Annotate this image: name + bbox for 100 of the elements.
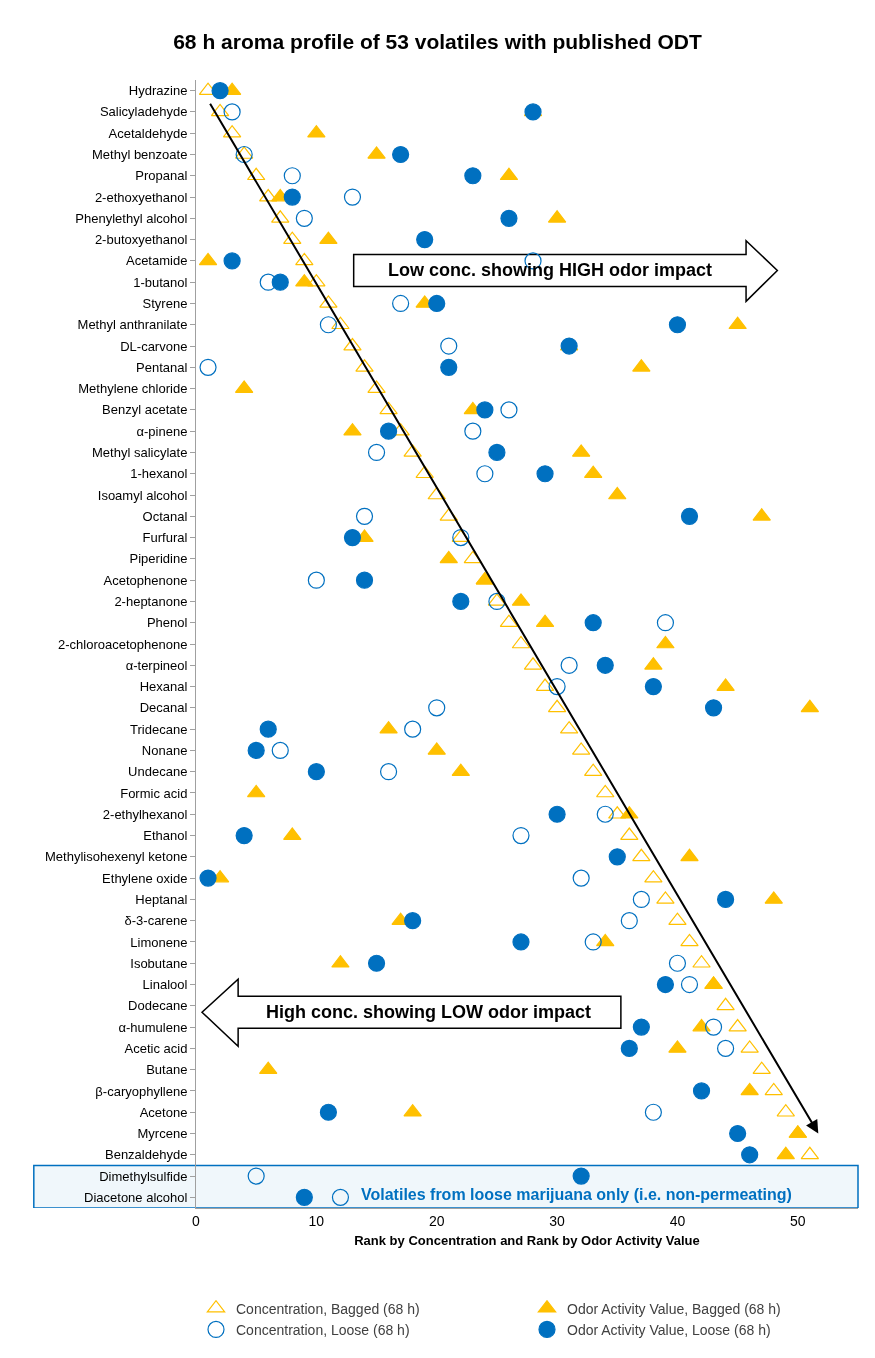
y-tick-label: Acetaldehyde bbox=[108, 125, 188, 141]
y-tick-label: Isoamyl alcohol bbox=[97, 487, 188, 503]
x-tick-label: 30 bbox=[549, 1212, 566, 1229]
point bbox=[644, 677, 662, 696]
point bbox=[596, 805, 614, 823]
point bbox=[656, 635, 675, 649]
point bbox=[464, 422, 482, 440]
y-tick-label: Ethanol bbox=[143, 828, 188, 844]
point bbox=[343, 337, 362, 351]
y-tick-label: Tridecane bbox=[130, 721, 188, 737]
y-tick-label: Octanal bbox=[142, 508, 188, 524]
point bbox=[620, 912, 638, 930]
y-tick-label: α-pinene bbox=[136, 423, 188, 439]
y-tick-label: 2-heptanone bbox=[114, 593, 188, 609]
point bbox=[343, 188, 362, 206]
point bbox=[283, 167, 301, 185]
y-tick-label: Furfural bbox=[142, 530, 188, 546]
point bbox=[452, 528, 470, 547]
point bbox=[392, 145, 410, 164]
point bbox=[499, 614, 519, 628]
point bbox=[271, 741, 289, 760]
y-tick-label: Undecane bbox=[128, 764, 188, 780]
point bbox=[488, 443, 506, 462]
point bbox=[416, 231, 434, 249]
y-tick-label: 2-ethylhexanol bbox=[102, 806, 188, 822]
y-tick-label: Benzaldehyde bbox=[104, 1147, 188, 1163]
y-tick-label: Pentanal bbox=[136, 359, 188, 375]
point bbox=[656, 614, 675, 632]
legend-label: Odor Activity Value, Bagged (68 h) bbox=[567, 1300, 781, 1317]
y-tick-label: Limonene bbox=[130, 934, 188, 950]
point bbox=[283, 188, 301, 206]
point bbox=[319, 316, 337, 334]
point bbox=[536, 465, 554, 483]
point bbox=[440, 337, 458, 355]
point bbox=[259, 273, 277, 291]
y-tick-label: α-terpineol bbox=[125, 657, 188, 673]
point bbox=[307, 763, 325, 781]
point bbox=[547, 699, 567, 713]
point bbox=[728, 1018, 747, 1032]
point bbox=[258, 1061, 278, 1075]
point bbox=[632, 848, 651, 862]
point bbox=[415, 465, 434, 479]
point bbox=[247, 1167, 265, 1185]
y-tick-label: Methyl salicylate bbox=[92, 445, 188, 460]
point bbox=[464, 167, 482, 185]
y-tick-label: 2-chloroacetophenone bbox=[58, 636, 188, 652]
y-tick-label: Nonane bbox=[141, 742, 188, 758]
y-tick-label: 1-butanol bbox=[133, 274, 188, 290]
y-tick-label: Methyl anthranilate bbox=[77, 317, 188, 333]
point bbox=[235, 826, 253, 845]
point bbox=[728, 316, 747, 330]
point bbox=[583, 465, 603, 479]
point bbox=[367, 443, 386, 462]
point bbox=[307, 571, 325, 589]
x-axis-title: Rank by Concentration and Rank by Odor Activity Value bbox=[354, 1233, 700, 1249]
point bbox=[512, 826, 530, 845]
x-tick-label: 40 bbox=[669, 1212, 686, 1229]
y-tick-label: Hydrazine bbox=[128, 83, 188, 99]
point bbox=[512, 933, 530, 951]
point bbox=[680, 975, 699, 994]
legend-label: Odor Activity Value, Loose (68 h) bbox=[567, 1321, 771, 1338]
y-tick-label: Decanal bbox=[139, 700, 188, 716]
point bbox=[572, 869, 590, 887]
point bbox=[246, 784, 266, 798]
chart-title: 68 h aroma profile of 53 volatiles with published ODT bbox=[173, 29, 702, 53]
y-tick-label: Methylisohexenyl ketone bbox=[45, 849, 188, 865]
point bbox=[692, 1082, 711, 1100]
point bbox=[548, 805, 566, 823]
point bbox=[198, 252, 218, 266]
point bbox=[680, 507, 699, 525]
point bbox=[439, 550, 459, 564]
point bbox=[608, 848, 626, 866]
point bbox=[427, 486, 446, 500]
x-tick-label: 10 bbox=[308, 1212, 325, 1229]
point bbox=[199, 869, 217, 887]
y-tick-label: Acetone bbox=[139, 1104, 188, 1120]
point bbox=[404, 912, 422, 930]
y-tick-label: Dodecane bbox=[128, 998, 188, 1014]
point bbox=[644, 1103, 662, 1121]
point bbox=[680, 933, 699, 947]
point bbox=[476, 465, 494, 483]
point bbox=[800, 699, 820, 713]
point bbox=[440, 358, 458, 376]
point bbox=[246, 167, 266, 181]
legend-label: Concentration, Loose (68 h) bbox=[236, 1321, 410, 1338]
point bbox=[595, 784, 615, 798]
point bbox=[620, 1039, 638, 1057]
point bbox=[511, 635, 531, 649]
point bbox=[656, 975, 675, 994]
y-tick-label: Salicyladehyde bbox=[99, 104, 188, 120]
point bbox=[741, 1146, 759, 1164]
point bbox=[776, 1146, 796, 1160]
point bbox=[668, 316, 687, 334]
point bbox=[500, 209, 518, 227]
point bbox=[247, 741, 265, 760]
point bbox=[259, 720, 277, 738]
point bbox=[223, 103, 241, 121]
y-tick-label: α-humulene bbox=[118, 1019, 188, 1035]
point bbox=[367, 954, 386, 972]
point bbox=[500, 401, 518, 419]
